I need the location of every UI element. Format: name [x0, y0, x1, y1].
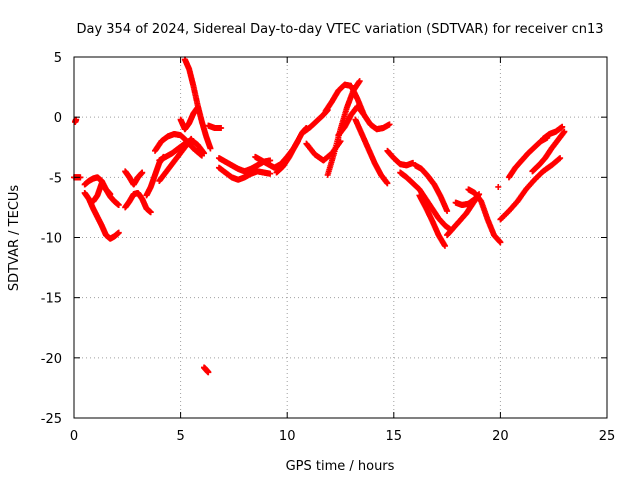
- data-point: [559, 123, 566, 130]
- series-arc12: [156, 135, 195, 184]
- data-point: [557, 155, 564, 162]
- data-point: [441, 242, 448, 249]
- x-tick-label: 15: [386, 429, 403, 444]
- series-arc11: [181, 56, 214, 152]
- series-arc34: [497, 155, 564, 223]
- x-tick-label: 20: [492, 429, 509, 444]
- series-arc17: [215, 164, 274, 183]
- x-tick-label: 10: [279, 429, 296, 444]
- data-point: [497, 239, 504, 246]
- series-arc13: [177, 104, 201, 133]
- data-point: [356, 78, 363, 85]
- y-tick-label: -20: [41, 352, 62, 367]
- data-point: [115, 202, 122, 209]
- data-point: [201, 150, 208, 157]
- data-point: [115, 229, 122, 236]
- series-arc25: [352, 116, 391, 187]
- data-point: [194, 104, 201, 111]
- series-arc23: [324, 78, 363, 178]
- series-arc5: [90, 180, 114, 205]
- series-arc4: [81, 189, 122, 242]
- series-arc6: [122, 168, 146, 188]
- data-point: [147, 209, 154, 216]
- grid-lines: [74, 57, 607, 418]
- series-arc24: [335, 103, 393, 139]
- data-point: [495, 183, 502, 190]
- series-arc37: [540, 123, 566, 142]
- data-point: [386, 121, 393, 128]
- series-arc16: [215, 155, 274, 175]
- x-tick-label: 0: [70, 429, 78, 444]
- series-arc28: [416, 192, 448, 249]
- x-tick-label: 5: [176, 429, 184, 444]
- data-point: [207, 145, 214, 152]
- series-arc29: [412, 162, 451, 215]
- series-arc31: [452, 195, 478, 209]
- plot-frame: [73, 56, 608, 419]
- series-arc1: [72, 116, 80, 125]
- series-arc7: [122, 189, 154, 216]
- data-point: [139, 169, 146, 176]
- x-axis-label: GPS time / hours: [286, 459, 395, 474]
- chart-title: Day 354 of 2024, Sidereal Day-to-day VTE…: [76, 22, 603, 37]
- y-tick-label: -25: [41, 412, 62, 427]
- data-points: [71, 56, 568, 376]
- y-tick-label: 5: [54, 51, 62, 66]
- data-point: [561, 128, 568, 135]
- series-arc33: [495, 183, 502, 190]
- data-point: [205, 369, 212, 376]
- y-axis-label: SDTVAR / TECUs: [7, 185, 22, 292]
- series-arc14: [201, 364, 212, 376]
- data-point: [444, 208, 451, 215]
- axis-ticks: 0 5 10 15 20 25 -25 -20 -15 -10 -5 0 5: [41, 51, 616, 444]
- data-point: [188, 135, 195, 142]
- data-point: [267, 170, 274, 177]
- data-point: [384, 180, 391, 187]
- series-arc9: [152, 131, 205, 159]
- y-tick-label: -5: [49, 171, 62, 186]
- series-arc36: [529, 128, 568, 175]
- data-point: [107, 191, 114, 198]
- data-point: [218, 124, 225, 131]
- series-arc26: [384, 147, 416, 169]
- y-tick-label: 0: [54, 111, 62, 126]
- series-arc15: [205, 122, 225, 131]
- y-tick-label: -15: [41, 292, 62, 307]
- series-arc32: [465, 186, 504, 246]
- y-tick-label: -10: [41, 232, 62, 247]
- x-tick-label: 25: [599, 429, 616, 444]
